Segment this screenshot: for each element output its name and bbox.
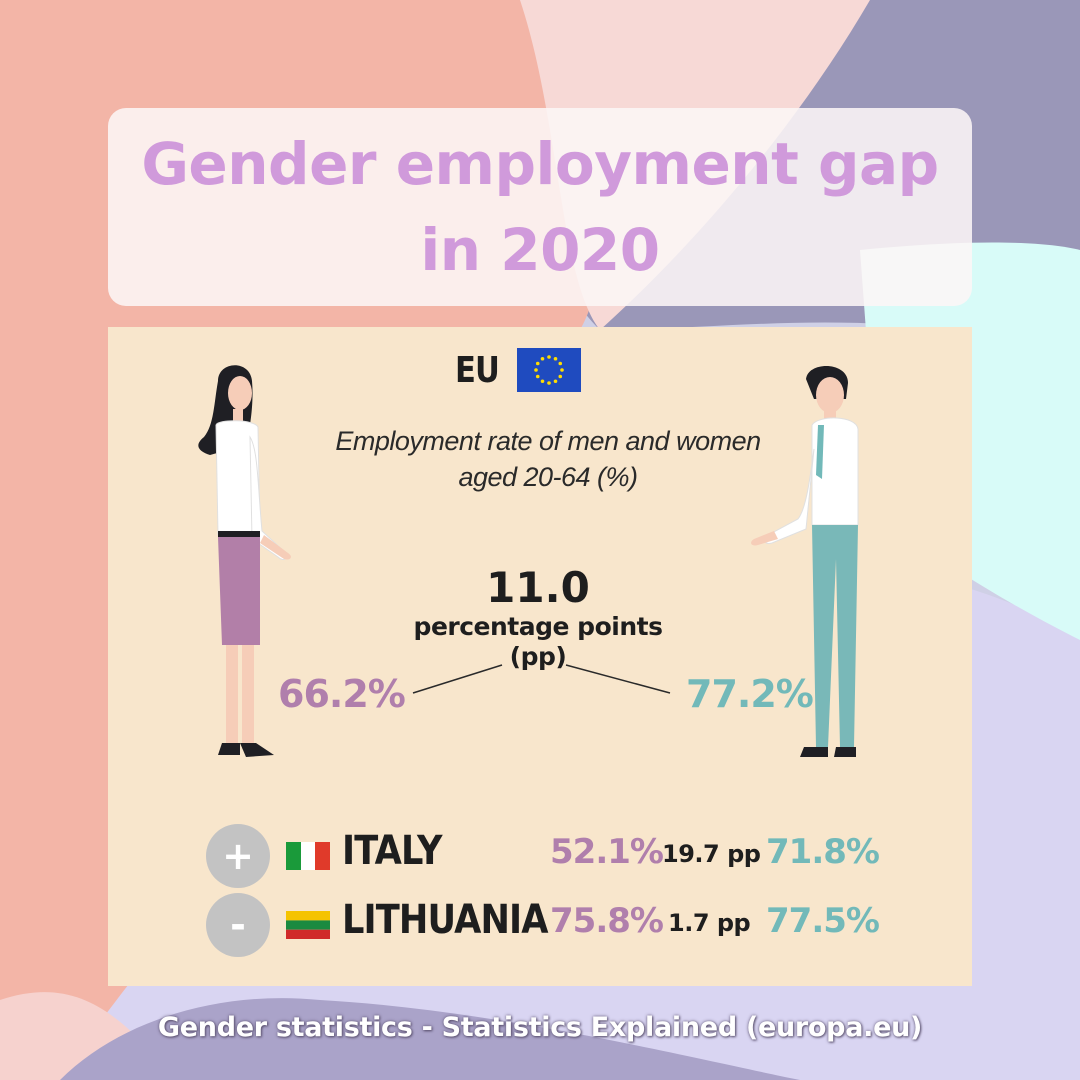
page-title-line-2: in 2020 <box>420 216 660 284</box>
lithuania-flag-icon <box>286 911 330 939</box>
country-gap: 1.7 pp <box>668 909 751 937</box>
page-title-line-1: Gender employment gap <box>141 130 939 198</box>
subtitle-line-2: aged 20-64 (%) <box>458 462 638 492</box>
country-row-lithuania: - LITHUANIA 75.8% 1.7 pp 77.5% <box>206 893 906 959</box>
source-credit: Gender statistics - Statistics Explained… <box>157 1012 923 1043</box>
subtitle-line-1: Employment rate of men and women <box>335 426 761 456</box>
chart-subtitle: Employment rate of men and women aged 20… <box>288 423 808 495</box>
country-men-rate: 77.5% <box>766 901 880 941</box>
eu-flag-icon <box>517 348 581 392</box>
country-name: ITALY <box>342 828 443 874</box>
country-gap: 19.7 pp <box>662 840 761 868</box>
country-name: LITHUANIA <box>342 897 548 943</box>
woman-figure-icon <box>198 365 291 757</box>
minus-icon: - <box>206 893 270 957</box>
eu-header: EU <box>455 347 581 393</box>
eu-gap-unit: percentage points (pp) <box>388 612 688 672</box>
italy-flag-icon <box>286 842 330 870</box>
country-men-rate: 71.8% <box>766 832 880 872</box>
infographic-panel: EU Employment rate of men and women aged… <box>108 327 972 986</box>
country-women-rate: 75.8% <box>550 901 664 941</box>
country-women-rate: 52.1% <box>550 832 664 872</box>
eu-label: EU <box>455 349 500 391</box>
eu-gap-value: 11.0 <box>486 563 590 612</box>
country-row-italy: + ITALY 52.1% 19.7 pp 71.8% <box>206 824 906 890</box>
gap-unit-line-1: percentage points <box>413 612 663 641</box>
gap-unit-line-2: (pp) <box>509 642 567 671</box>
title-card: Gender employment gap in 2020 <box>108 108 972 306</box>
man-figure-icon <box>751 365 859 757</box>
plus-icon: + <box>206 824 270 888</box>
eu-women-rate: 66.2% <box>278 672 406 716</box>
eu-men-rate: 77.2% <box>686 672 814 716</box>
